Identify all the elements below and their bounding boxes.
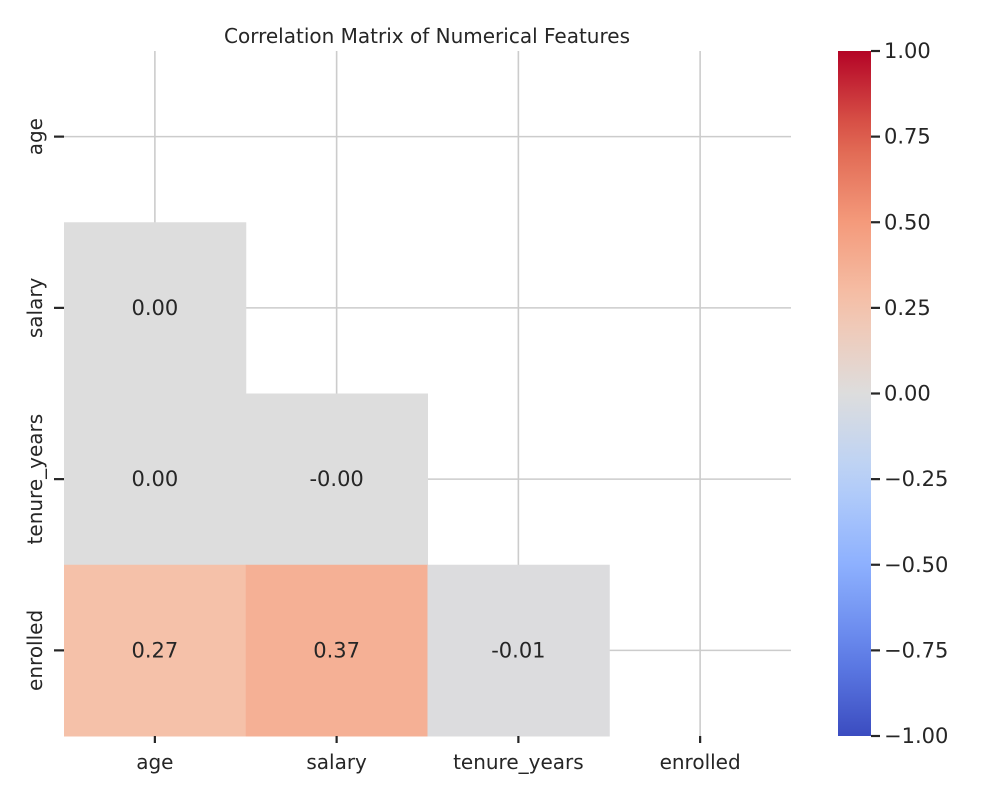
colorbar-tick-label: −0.25 bbox=[884, 467, 948, 491]
colorbar-tick-label: 0.00 bbox=[884, 382, 931, 406]
colorbar-tick-label: −0.50 bbox=[884, 553, 948, 577]
heatmap-cell-label: 0.37 bbox=[313, 638, 360, 662]
heatmap-cell: 0.00 bbox=[64, 222, 247, 394]
heatmap-cell-fill bbox=[64, 393, 247, 566]
colorbar-tick-label: −0.75 bbox=[884, 638, 948, 662]
colorbar-tick-label: −1.00 bbox=[884, 724, 948, 748]
heatmap-cell-label: 0.00 bbox=[131, 467, 178, 491]
heatmap-cells: 0.00 0.00 -0.00 0.27 0.37 -0.01 bbox=[64, 222, 610, 737]
y-tick-label: tenure_years bbox=[23, 414, 47, 545]
y-tick-label: enrolled bbox=[23, 610, 47, 691]
colorbar-tick-label: 0.75 bbox=[884, 125, 931, 149]
colorbar-tick-label: 0.50 bbox=[884, 210, 931, 234]
x-tick-label: salary bbox=[306, 750, 367, 774]
y-tick-label: salary bbox=[23, 277, 47, 338]
colorbar: −1.00 −0.75 −0.50 −0.25 0.00 0.25 0.50 0.75 1.00 bbox=[838, 39, 948, 748]
chart-title: Correlation Matrix of Numerical Features bbox=[224, 24, 630, 48]
heatmap-cell: -0.00 bbox=[245, 393, 428, 566]
heatmap-cell-fill bbox=[64, 564, 247, 737]
heatmap-cell-label: -0.01 bbox=[491, 638, 545, 662]
x-tick-label: enrolled bbox=[660, 750, 741, 774]
heatmap-cell-label: 0.00 bbox=[131, 296, 178, 320]
heatmap-cell-fill bbox=[245, 393, 428, 566]
heatmap-cell-fill bbox=[245, 564, 428, 737]
heatmap-cell-label: 0.27 bbox=[131, 638, 178, 662]
y-tick-label: age bbox=[23, 118, 47, 155]
x-tick-label: age bbox=[136, 750, 173, 774]
colorbar-gradient bbox=[838, 51, 871, 736]
x-axis-ticks: age salary tenure_years enrolled bbox=[136, 736, 741, 774]
colorbar-tick-label: 1.00 bbox=[884, 39, 931, 63]
heatmap-cell: 0.27 bbox=[64, 564, 247, 737]
x-tick-label: tenure_years bbox=[453, 750, 584, 774]
y-axis-ticks: age salary tenure_years enrolled bbox=[23, 118, 64, 691]
heatmap-cell: -0.01 bbox=[427, 564, 610, 737]
heatmap-cell: 0.37 bbox=[245, 564, 428, 737]
colorbar-tick-label: 0.25 bbox=[884, 296, 931, 320]
heatmap-cell-label: -0.00 bbox=[309, 467, 363, 491]
heatmap-cell: 0.00 bbox=[64, 393, 247, 566]
heatmap-cell-fill bbox=[64, 222, 247, 394]
heatmap-cell-fill bbox=[427, 564, 610, 737]
